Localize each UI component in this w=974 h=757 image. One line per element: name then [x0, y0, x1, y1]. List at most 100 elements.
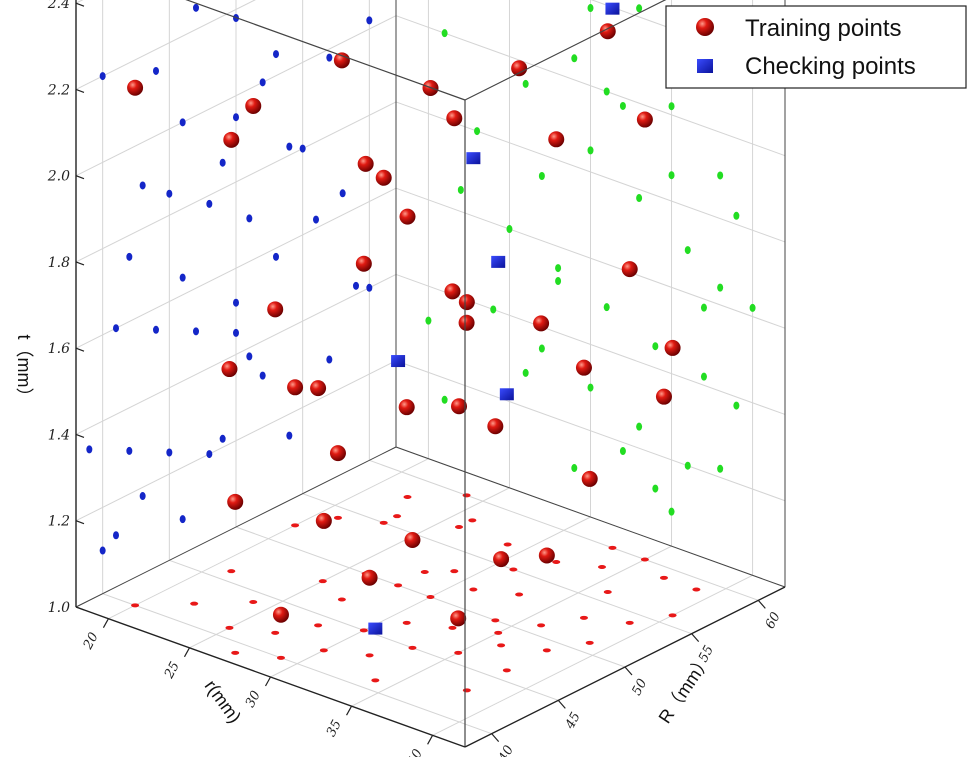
projection-point-left-wall: [153, 325, 159, 334]
training-point: [223, 131, 240, 148]
projection-point-left-wall: [286, 431, 293, 440]
projection-point-floor: [462, 493, 471, 498]
projection-point-right-wall: [425, 316, 432, 325]
projection-point-floor: [494, 630, 503, 635]
projection-point-floor: [403, 495, 412, 499]
wall-projections: [86, 3, 756, 693]
training-point: [458, 314, 475, 331]
projection-point-floor: [659, 575, 668, 580]
training-point: [127, 79, 144, 96]
projection-point-right-wall: [587, 4, 594, 13]
x-axis-title: r(mm): [201, 676, 245, 727]
z-tick-label: 1.8: [48, 255, 70, 271]
z-tick-label: 2.4: [47, 0, 70, 12]
y-tick-label: 55: [696, 643, 717, 665]
projection-point-floor: [393, 514, 402, 519]
z-tick-label: 1.6: [48, 341, 70, 357]
y-tick-mark: [757, 599, 766, 609]
projection-point-left-wall: [299, 144, 306, 153]
training-point: [444, 283, 461, 300]
z-tick-label: 1.0: [48, 600, 70, 616]
x-tick-mark: [346, 705, 353, 716]
projection-point-left-wall: [326, 355, 333, 364]
projection-point-left-wall: [126, 252, 133, 261]
projection-point-floor: [402, 620, 411, 625]
projection-point-floor: [640, 557, 649, 562]
y-axis-title: R（mm）: [655, 650, 716, 727]
x-tick-label: 25: [161, 659, 182, 682]
x-tick-mark: [427, 735, 434, 745]
box-front-edges: [75, 0, 786, 748]
y-tick-mark: [624, 666, 633, 676]
x-tick-mark: [183, 647, 190, 658]
projection-point-left-wall: [139, 181, 146, 190]
projection-point-floor: [365, 653, 374, 658]
projection-point-floor: [314, 623, 323, 628]
projection-point-left-wall: [126, 446, 133, 455]
z-tick-mark: [75, 88, 85, 93]
projection-point-left-wall: [86, 445, 93, 454]
projection-point-left-wall: [353, 281, 359, 290]
projection-point-right-wall: [636, 4, 643, 13]
projection-point-floor: [509, 567, 518, 572]
training-point: [621, 261, 638, 278]
projection-point-right-wall: [457, 185, 464, 194]
projection-point-floor: [319, 648, 328, 653]
projection-point-right-wall: [700, 303, 707, 312]
training-point: [636, 111, 653, 128]
legend-checking-label: Checking points: [745, 53, 916, 80]
z-tick-mark: [75, 606, 85, 611]
projection-point-floor: [497, 643, 506, 648]
projection-point-right-wall: [684, 461, 691, 470]
projection-point-left-wall: [179, 273, 186, 282]
projection-point-left-wall: [193, 327, 199, 336]
training-point: [511, 60, 528, 77]
projection-point-right-wall: [587, 146, 594, 155]
projection-point-right-wall: [571, 54, 578, 63]
projection-point-right-wall: [733, 401, 740, 410]
projection-point-floor: [408, 645, 417, 650]
legend-training-marker: [696, 18, 714, 36]
checking-point: [491, 255, 506, 268]
projection-point-floor: [692, 587, 701, 592]
projection-point-right-wall: [717, 464, 724, 473]
training-point: [487, 418, 504, 435]
projection-point-floor: [625, 620, 634, 625]
z-tick-label: 1.2: [48, 514, 70, 530]
legend-checking-marker: [697, 59, 713, 73]
x-tick-label: 40: [405, 747, 426, 757]
projection-point-right-wall: [587, 383, 594, 392]
projection-point-floor: [603, 590, 612, 594]
x-tick-label: 35: [324, 718, 345, 740]
projection-point-floor: [454, 650, 463, 655]
projection-point-floor: [468, 518, 477, 523]
grid-line: [102, 593, 492, 735]
projection-point-floor: [455, 525, 463, 529]
training-point: [315, 512, 332, 529]
projection-point-floor: [190, 601, 199, 606]
projection-point-left-wall: [113, 324, 119, 333]
projection-point-left-wall: [259, 371, 266, 380]
projection-point-right-wall: [522, 79, 529, 88]
z-tick-mark: [75, 520, 85, 525]
grid-lines: [75, 0, 786, 736]
projection-point-left-wall: [99, 546, 106, 555]
box-edge: [395, 446, 786, 588]
legend-box: [665, 5, 967, 89]
box-edge: [75, 446, 397, 608]
projection-point-left-wall: [166, 448, 173, 457]
projection-point-right-wall: [668, 171, 675, 180]
projection-point-left-wall: [233, 328, 239, 337]
projection-point-floor: [225, 625, 234, 630]
x-tick-label: 20: [80, 630, 101, 653]
training-point: [655, 388, 672, 405]
training-point: [287, 379, 304, 396]
projection-point-floor: [359, 628, 368, 633]
projection-point-right-wall: [717, 283, 724, 292]
projection-point-left-wall: [259, 78, 266, 87]
training-point: [575, 359, 592, 376]
projection-point-floor: [420, 570, 429, 574]
projection-point-right-wall: [668, 507, 675, 516]
projection-point-left-wall: [366, 16, 373, 25]
